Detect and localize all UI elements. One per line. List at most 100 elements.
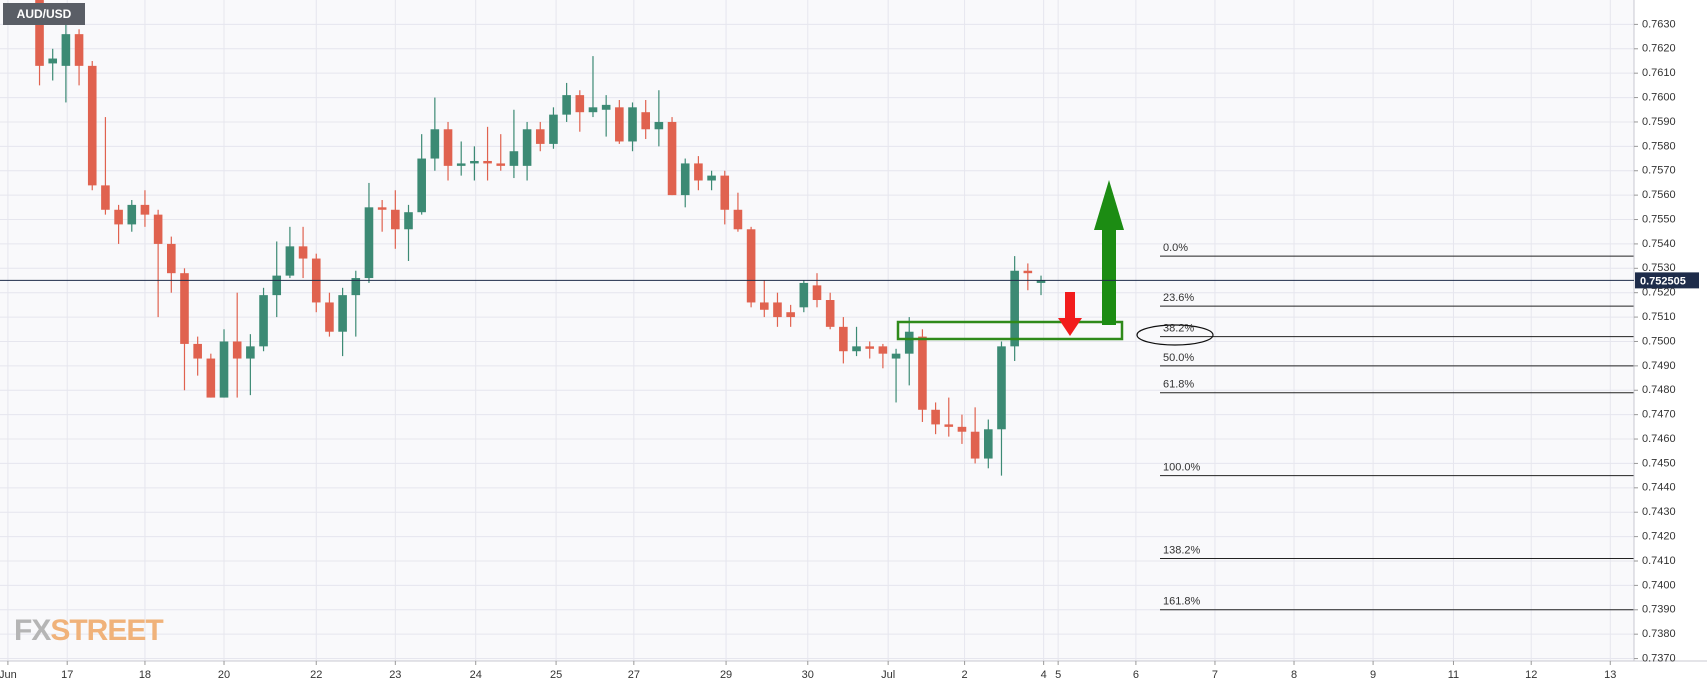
candle-body (549, 114, 558, 144)
x-tick-label: 25 (550, 669, 562, 681)
y-tick-label: 0.7550 (1642, 213, 1676, 225)
candle-body (167, 243, 176, 274)
y-tick-label: 0.7470 (1642, 409, 1676, 421)
watermark: FXSTREET (14, 614, 163, 647)
y-tick-label: 0.7540 (1642, 238, 1676, 250)
candle-body (825, 300, 835, 327)
y-tick-label: 0.7440 (1642, 482, 1676, 494)
candle-body (654, 121, 664, 130)
y-tick-label: 0.7410 (1642, 555, 1676, 567)
candle-body (839, 326, 848, 352)
candle-body (970, 431, 980, 459)
candle-body (957, 426, 967, 432)
candle-body (707, 175, 716, 181)
candle-body (338, 295, 347, 332)
y-tick-label: 0.7630 (1642, 18, 1676, 30)
candle-body (206, 358, 216, 398)
last-price: 0.752505 (0, 272, 1699, 289)
x-tick-label: 30 (802, 669, 814, 681)
candle-body (232, 341, 242, 359)
y-tick-label: 0.7390 (1642, 604, 1676, 616)
candle-body (891, 353, 901, 359)
candle-body (48, 58, 58, 64)
candle-body (918, 336, 927, 410)
candle-body (799, 282, 809, 308)
candle-body (351, 278, 361, 296)
candle-body (364, 207, 374, 279)
fib-label: 23.6% (1163, 292, 1194, 304)
candle-body (483, 160, 492, 164)
x-tick-label: 6 (1133, 669, 1139, 681)
candle-body (470, 160, 479, 164)
x-tick-label: Jul (881, 669, 895, 681)
candle-body (430, 129, 440, 159)
y-tick-label: 0.7480 (1642, 384, 1676, 396)
y-tick-label: 0.7530 (1642, 262, 1676, 274)
candle-body (773, 302, 782, 318)
candle-body (852, 346, 861, 352)
candle-body (325, 302, 334, 332)
candle-body (285, 246, 295, 276)
candle-body (193, 343, 202, 359)
candle-body (733, 209, 743, 230)
candle-body (246, 346, 255, 359)
y-tick-label: 0.7520 (1642, 287, 1676, 299)
y-tick-label: 0.7620 (1642, 43, 1676, 55)
fib-label: 61.8% (1163, 379, 1194, 391)
x-tick-label: 4 (1041, 669, 1047, 681)
x-tick-label: 23 (389, 669, 401, 681)
x-tick-label: 11 (1448, 669, 1459, 681)
candle-body (74, 34, 84, 66)
x-tick-label: 18 (139, 669, 151, 681)
candle-body (931, 409, 940, 425)
y-tick-label: 0.7490 (1642, 360, 1676, 372)
fib-label: 161.8% (1163, 596, 1201, 608)
candle-body (377, 207, 387, 210)
candle-body (417, 158, 426, 213)
watermark-part: STREET (50, 614, 163, 647)
y-tick-label: 0.7570 (1642, 165, 1676, 177)
last-price-label: 0.752505 (1640, 275, 1686, 287)
y-tick-label: 0.7610 (1642, 67, 1676, 79)
fibonacci-levels: 0.0% 23.6% 38.2% 50.0% 61.8% 100.0% 138.2% 161.… (1160, 242, 1634, 611)
down-arrow (1058, 292, 1082, 336)
x-tick-label: 9 (1370, 669, 1376, 681)
candle-body (180, 273, 189, 344)
candle-body (522, 129, 532, 166)
candle-body (391, 209, 400, 230)
candle-body (1036, 280, 1046, 283)
x-tick-label: 12 (1525, 669, 1537, 681)
x-tick-label: 2 (962, 669, 968, 681)
fib-label: 138.2% (1163, 544, 1201, 556)
candle-body (509, 151, 519, 166)
candle-body (575, 95, 585, 113)
x-tick-label: 17 (61, 669, 73, 681)
fib-label: 100.0% (1163, 462, 1201, 474)
y-tick-label: 0.7430 (1642, 506, 1676, 518)
candle-body (601, 104, 611, 110)
candle-body (298, 246, 308, 259)
x-tick-label: 27 (628, 669, 640, 681)
candle-body (35, 0, 44, 66)
x-tick-label: 5 (1055, 669, 1061, 681)
candle-body (667, 121, 677, 196)
candle-body (219, 341, 229, 398)
watermark-part: FX (14, 614, 51, 647)
y-tick-label: 0.7460 (1642, 433, 1676, 445)
x-tick-label: Jun (0, 669, 17, 681)
candle-body (641, 112, 650, 130)
candle-body (944, 424, 954, 427)
candle-body (680, 163, 690, 196)
candle-body (812, 285, 822, 301)
candle-body (153, 214, 163, 244)
fib-label: 50.0% (1163, 352, 1194, 364)
candle-body (1010, 270, 1019, 347)
candle-body (720, 175, 730, 210)
last-price-box (1635, 272, 1699, 289)
candle-body (404, 212, 413, 230)
candle-body (694, 163, 703, 181)
y-tick-label: 0.7560 (1642, 189, 1676, 201)
candle-body (904, 331, 914, 354)
